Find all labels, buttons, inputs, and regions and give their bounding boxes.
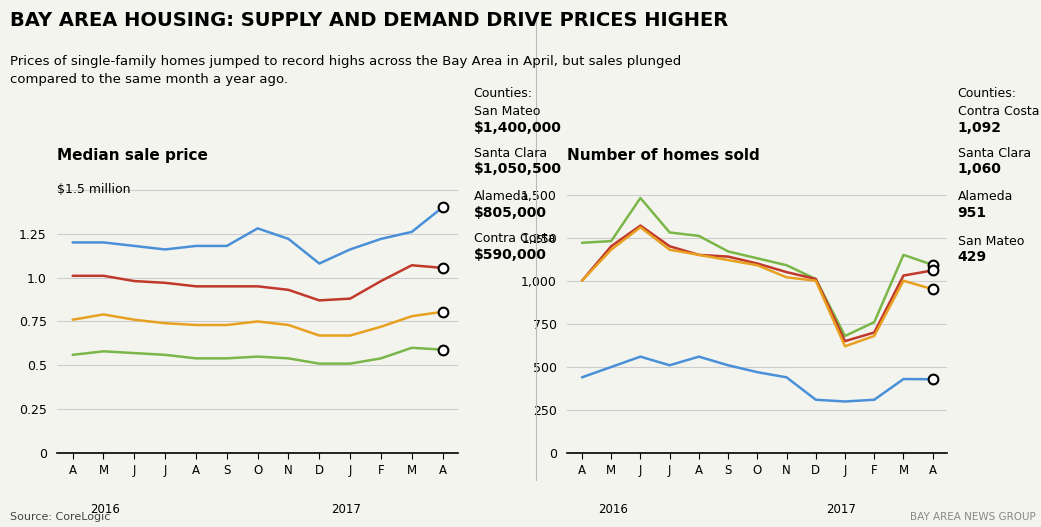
Text: BAY AREA NEWS GROUP: BAY AREA NEWS GROUP: [910, 512, 1036, 522]
Text: Contra Costa: Contra Costa: [958, 105, 1039, 119]
Text: Prices of single-family homes jumped to record highs across the Bay Area in Apri: Prices of single-family homes jumped to …: [10, 55, 682, 86]
Text: 951: 951: [958, 206, 987, 220]
Text: 1,092: 1,092: [958, 121, 1001, 135]
Text: San Mateo: San Mateo: [958, 235, 1024, 248]
Text: 2016: 2016: [598, 503, 628, 516]
Text: 1,060: 1,060: [958, 162, 1001, 177]
Text: Alameda: Alameda: [958, 190, 1013, 203]
Text: $1,400,000: $1,400,000: [474, 121, 561, 135]
Text: BAY AREA HOUSING: SUPPLY AND DEMAND DRIVE PRICES HIGHER: BAY AREA HOUSING: SUPPLY AND DEMAND DRIV…: [10, 11, 729, 30]
Text: Number of homes sold: Number of homes sold: [567, 148, 760, 163]
Text: $805,000: $805,000: [474, 206, 547, 220]
Text: 2017: 2017: [826, 503, 856, 516]
Text: Contra Costa: Contra Costa: [474, 232, 555, 245]
Text: Source: CoreLogic: Source: CoreLogic: [10, 512, 110, 522]
Text: Median sale price: Median sale price: [57, 148, 208, 163]
Text: Santa Clara: Santa Clara: [474, 147, 547, 160]
Text: 429: 429: [958, 250, 987, 265]
Text: 2017: 2017: [331, 503, 361, 516]
Text: $590,000: $590,000: [474, 248, 547, 262]
Text: Alameda: Alameda: [474, 190, 529, 203]
Text: San Mateo: San Mateo: [474, 105, 540, 119]
Text: Counties:: Counties:: [958, 87, 1017, 100]
Text: $1.5 million: $1.5 million: [57, 183, 131, 196]
Text: Santa Clara: Santa Clara: [958, 147, 1031, 160]
Text: Counties:: Counties:: [474, 87, 533, 100]
Text: $1,050,500: $1,050,500: [474, 162, 562, 177]
Text: 2016: 2016: [91, 503, 121, 516]
